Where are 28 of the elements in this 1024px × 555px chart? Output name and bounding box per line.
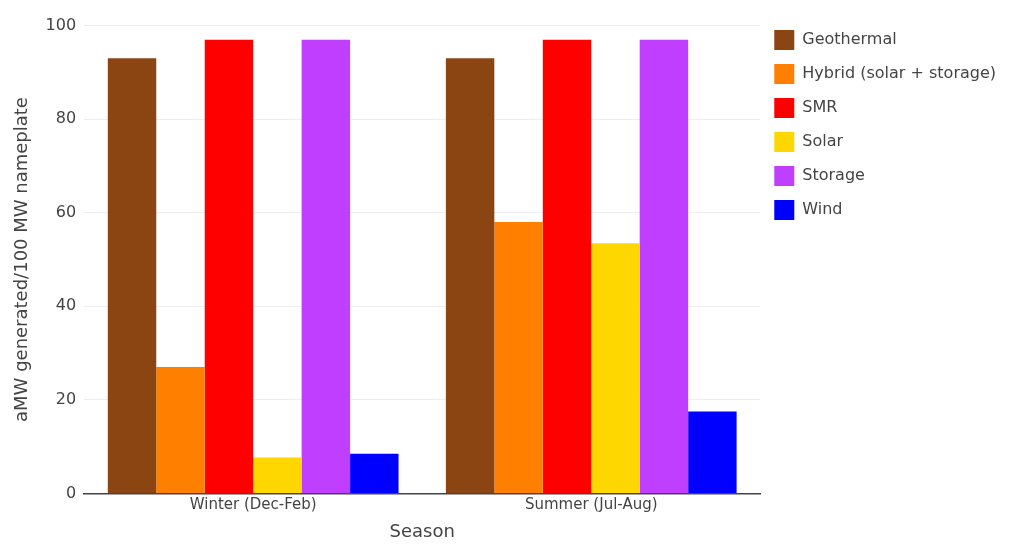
legend-label: SMR: [802, 97, 838, 117]
y-tick-label: 60: [55, 201, 77, 221]
legend-label: Storage: [802, 165, 865, 185]
x-tick-label: Summer (Jul-Aug): [524, 495, 658, 514]
bar: [445, 58, 495, 493]
y-tick-label: 0: [65, 482, 77, 502]
bar: [301, 39, 351, 493]
bar: [350, 453, 399, 493]
bar: [156, 367, 205, 493]
bar: [542, 39, 592, 493]
legend-label: Wind: [802, 199, 843, 219]
y-tick-label: 100: [45, 14, 77, 34]
bar: [253, 457, 302, 493]
x-tick-label: Winter (Dec-Feb): [189, 495, 317, 514]
bar: [591, 243, 640, 493]
bar: [639, 39, 689, 493]
bar: [204, 39, 254, 493]
y-tick-label: 80: [55, 108, 77, 128]
legend-label: Hybrid (solar + storage): [802, 63, 996, 83]
bar: [107, 58, 157, 493]
bar: [688, 411, 737, 493]
x-axis-title: Season: [389, 519, 455, 541]
legend-label: Solar: [802, 131, 844, 151]
bar: [494, 222, 543, 493]
legend-label: Geothermal: [802, 29, 897, 49]
y-tick-label: 40: [55, 295, 77, 315]
y-axis-title: aMW generated/100 MW nameplate: [10, 97, 32, 422]
y-tick-label: 20: [55, 389, 77, 408]
